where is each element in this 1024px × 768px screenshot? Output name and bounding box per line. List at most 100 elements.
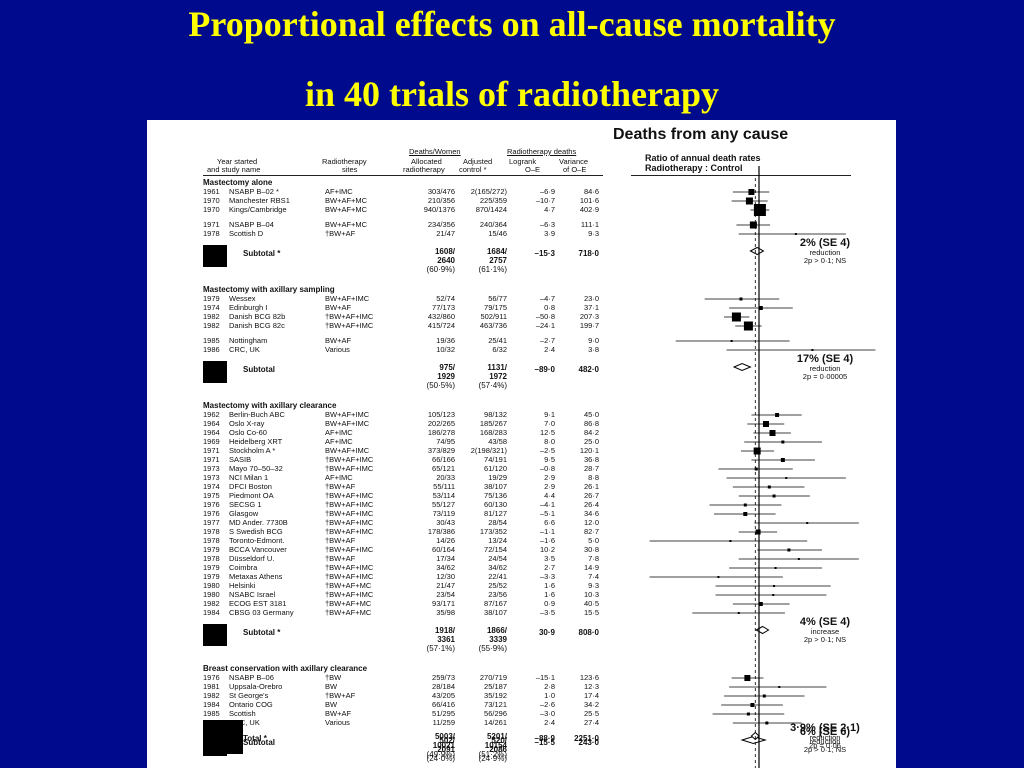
subtotal-1-variance: 718·0 xyxy=(578,249,599,258)
trial-row: 1978 Scottish D †BW+AF 21/47 15/46 3·9 9·3 xyxy=(147,230,623,238)
trial-row: 1976 Glasgow †BW+AF+IMC 73/119 81/127 –5·1 34·… xyxy=(147,510,623,518)
trial-rt-deaths: 19/36 xyxy=(436,337,455,345)
trial-name: Manchester RBS1 xyxy=(229,197,290,205)
trial-rt-deaths: 12/30 xyxy=(436,573,455,581)
trial-control-deaths: 56/296 xyxy=(484,710,507,718)
trial-row: 1985 Nottingham BW+AF 19/36 25/41 –2·7 9·0 xyxy=(147,337,623,345)
trial-control-deaths: 225/359 xyxy=(479,197,507,205)
trial-oe: 9·1 xyxy=(544,411,555,419)
trial-oe: 7·0 xyxy=(544,420,555,428)
trial-sites: †BW+AF+IMC xyxy=(325,519,374,527)
trial-oe: 1·0 xyxy=(544,692,555,700)
header-adjusted-2: control * xyxy=(459,165,487,174)
subtotal-3-ctrl-line-3: (55·9%) xyxy=(478,644,507,653)
trial-oe: 2·9 xyxy=(544,474,555,482)
trial-sites: BW+AF+MC xyxy=(325,221,368,229)
trial-variance: 26·7 xyxy=(583,492,599,500)
subtotal-1-rt-line-2: 2640 xyxy=(437,256,455,265)
trial-estimate-box xyxy=(758,602,763,606)
trial-row: 1964 Oslo X-ray BW+AF+IMC 202/265 185/267 7·0… xyxy=(147,420,623,428)
trial-rt-deaths: 202/265 xyxy=(427,420,455,428)
trial-year: 1978 xyxy=(203,528,220,536)
trial-row: 1985 Scottish BW+AF 51/295 56/296 –3·0 25·5 xyxy=(147,710,623,718)
subtotal-1-oe: –15·3 xyxy=(534,249,555,258)
trial-year: 1976 xyxy=(203,674,220,682)
trial-estimate-box xyxy=(729,540,732,542)
trial-name: Düsseldorf U. xyxy=(229,555,275,563)
trial-row: 1970 Manchester RBS1 BW+AF+MC 210/356 225/35… xyxy=(147,197,623,205)
trial-row: 1980 NSABC Israel †BW+AF+IMC 23/54 23/56 1·6 1… xyxy=(147,591,623,599)
trial-rt-deaths: 65/121 xyxy=(432,465,455,473)
trial-variance: 3·8 xyxy=(588,346,599,354)
subtotal-2-rt-deaths: 975/1929 (50·5%) xyxy=(407,363,455,390)
trial-name: Ontario COG xyxy=(229,701,273,709)
trial-rt-deaths: 432/860 xyxy=(427,313,455,321)
trial-control-deaths: 81/127 xyxy=(484,510,507,518)
trial-control-deaths: 2(198/321) xyxy=(470,447,507,455)
trial-variance: 10·3 xyxy=(583,591,599,599)
total-rt-line-1: 5003/ xyxy=(434,732,455,741)
trial-rt-deaths: 21/47 xyxy=(436,230,455,238)
trial-variance: 27·4 xyxy=(583,719,599,727)
trial-name: Scottish D xyxy=(229,230,264,238)
subtotal-1-rt-line-3: (60·9%) xyxy=(426,265,455,274)
trial-sites: †BW+AF+MC xyxy=(325,609,372,617)
trial-oe: 0·8 xyxy=(544,304,555,312)
trial-variance: 23·0 xyxy=(583,295,599,303)
trial-sites: BW+AF xyxy=(325,337,352,345)
trial-year: 1973 xyxy=(203,474,220,482)
subtotal-2-variance: 482·0 xyxy=(578,365,599,374)
subtotal-1-label: Subtotal * xyxy=(243,249,281,258)
trial-control-deaths: 870/1424 xyxy=(475,206,507,214)
subtotal-4-result-p-value: 2p > 0·1; NS xyxy=(803,745,847,754)
trial-variance: 12·3 xyxy=(583,683,599,691)
trial-variance: 28·7 xyxy=(583,465,599,473)
trial-control-deaths: 6/32 xyxy=(492,346,507,354)
trial-name: MD Ander. 7730B xyxy=(229,519,288,527)
trial-oe: 6·6 xyxy=(544,519,555,527)
trial-sites: BW+AF+MC xyxy=(325,197,368,205)
subtotal-4-ctrl-line-3: (24·9%) xyxy=(478,754,507,763)
subtotal-4-diamond xyxy=(740,735,767,745)
trial-variance: 30·8 xyxy=(583,546,599,554)
trial-name: Metaxas Athens xyxy=(229,573,283,581)
trial-row: 1962 Berlin-Buch ABC BW+AF+IMC 105/123 98/13… xyxy=(147,411,623,419)
forest-plot xyxy=(649,166,876,768)
trial-oe: 8·0 xyxy=(544,438,555,446)
trial-year: 1982 xyxy=(203,600,220,608)
trial-estimate-box xyxy=(785,477,788,479)
trial-oe: 4·7 xyxy=(544,206,555,214)
trial-row: 1982 Danish BCG 82c †BW+AF+IMC 415/724 463/7… xyxy=(147,322,623,330)
subtotal-3-rt-deaths: 1918/3361 (57·1%) xyxy=(407,626,455,653)
trial-sites: †BW+AF xyxy=(325,537,356,545)
trial-rt-deaths: 20/33 xyxy=(436,474,455,482)
trial-sites: BW xyxy=(325,701,338,709)
subtotal-1-rt-deaths: 1608/2640 (60·9%) xyxy=(407,247,455,274)
trial-sites: †BW+AF xyxy=(325,692,356,700)
subtotal-4-rt-line-3: (24·0%) xyxy=(426,754,455,763)
trial-estimate-box xyxy=(739,297,743,301)
trial-name: Coimbra xyxy=(229,564,258,572)
trial-variance: 8·8 xyxy=(588,474,599,482)
header-rt-deaths: Radiotherapy deaths xyxy=(507,147,577,156)
trial-rt-deaths: 35/98 xyxy=(436,609,455,617)
trial-name: Glasgow xyxy=(229,510,259,518)
subtotal-4-result-main: 6% (SE 6) xyxy=(799,726,851,738)
total-ctrl-line-3: (51·2%) xyxy=(478,750,507,759)
trial-rt-deaths: 415/724 xyxy=(427,322,455,330)
trial-rt-deaths: 51/295 xyxy=(432,710,455,718)
trial-oe: 2·7 xyxy=(544,564,555,572)
trial-variance: 26·4 xyxy=(583,501,599,509)
trial-variance: 14·9 xyxy=(583,564,599,572)
trial-rt-deaths: 186/278 xyxy=(427,429,455,437)
trial-name: CBSG 03 Germany xyxy=(229,609,294,617)
trial-year: 1980 xyxy=(203,591,220,599)
trial-variance: 34·2 xyxy=(583,701,599,709)
subtotal-1-ctrl-line-2: 2757 xyxy=(489,256,507,265)
trial-control-deaths: 19/29 xyxy=(488,474,507,482)
trial-year: 1982 xyxy=(203,322,220,330)
trial-rt-deaths: 60/164 xyxy=(432,546,455,554)
trial-oe: 12·5 xyxy=(539,429,555,437)
trial-estimate-box xyxy=(717,576,720,578)
subtotal-2-rt-line-3: (50·5%) xyxy=(426,381,455,390)
